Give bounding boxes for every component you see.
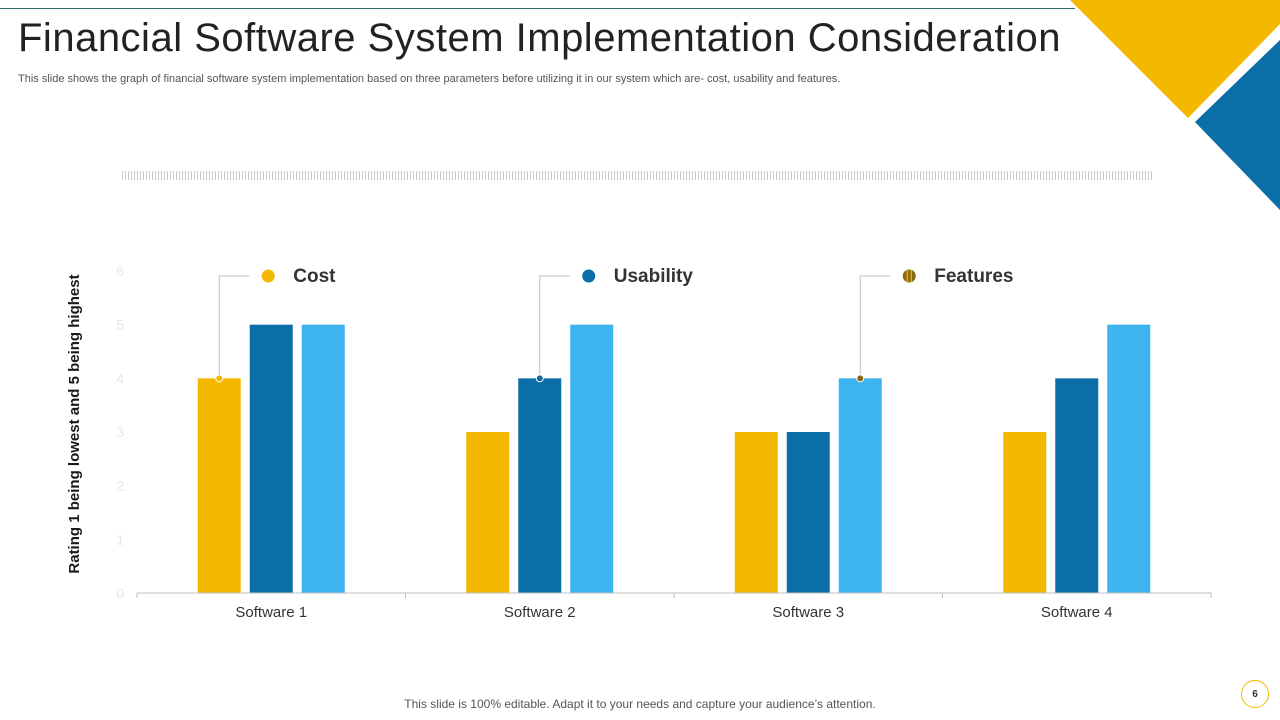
bar-cost-4 [1003,432,1047,593]
legend-label-usability: Usability [614,266,694,287]
callout-point-usability [535,374,544,383]
bar-usability-1 [249,324,293,593]
y-axis-ticks: 0 1 2 3 4 5 6 [116,263,124,601]
bars [197,324,1151,593]
footer-note: This slide is 100% editable. Adapt it to… [404,697,876,711]
callout-point-cost [215,374,224,383]
legend-marker-features [902,269,916,283]
bar-cost-2 [466,432,510,593]
bar-features-3 [838,378,882,593]
top-rule [0,8,1075,9]
bar-usability-4 [1055,378,1099,593]
legend-marker-usability [582,269,596,283]
bar-usability-2 [518,378,562,593]
legend-label-features: Features [934,266,1013,287]
legend-marker-cost [261,269,275,283]
y-tick-label: 5 [116,317,124,333]
y-tick-label: 2 [116,478,124,494]
callout-leader-features [859,275,891,376]
corner-blue-triangle [1195,40,1280,210]
bar-features-2 [570,324,614,593]
x-tick-label: Software 2 [504,604,576,621]
bar-cost-3 [734,432,778,593]
callout-leader-usability [539,275,570,376]
bar-cost-1 [197,378,241,593]
x-tick-label: Software 1 [235,604,307,621]
corner-decoration [1070,0,1280,210]
x-tick-label: Software 4 [1041,604,1113,621]
bar-features-4 [1107,324,1151,593]
y-tick-label: 4 [116,370,124,386]
bar-usability-3 [786,432,830,593]
callout-leader-cost [218,275,250,376]
y-tick-label: 1 [116,531,124,547]
bar-features-1 [301,324,345,593]
x-axis: Software 1 Software 2 Software 3 Software 4 [136,592,1212,621]
corner-yellow-triangle [1070,0,1280,118]
slide-title: Financial Software System Implementation… [18,16,1062,60]
slide-subtitle: This slide shows the graph of financial … [18,73,841,85]
page-number-badge: 6 [1241,680,1269,708]
decorative-hatch-bar [122,171,1154,180]
y-tick-label: 6 [116,263,124,279]
legend-label-cost: Cost [293,266,336,287]
x-tick-label: Software 3 [772,604,844,621]
y-tick-label: 0 [116,585,124,601]
legend-callouts: Cost Usability Features [215,266,1013,383]
callout-point-features [856,374,865,383]
y-axis-label: Rating 1 being lowest and 5 being highes… [66,274,83,574]
y-tick-label: 3 [116,424,124,440]
